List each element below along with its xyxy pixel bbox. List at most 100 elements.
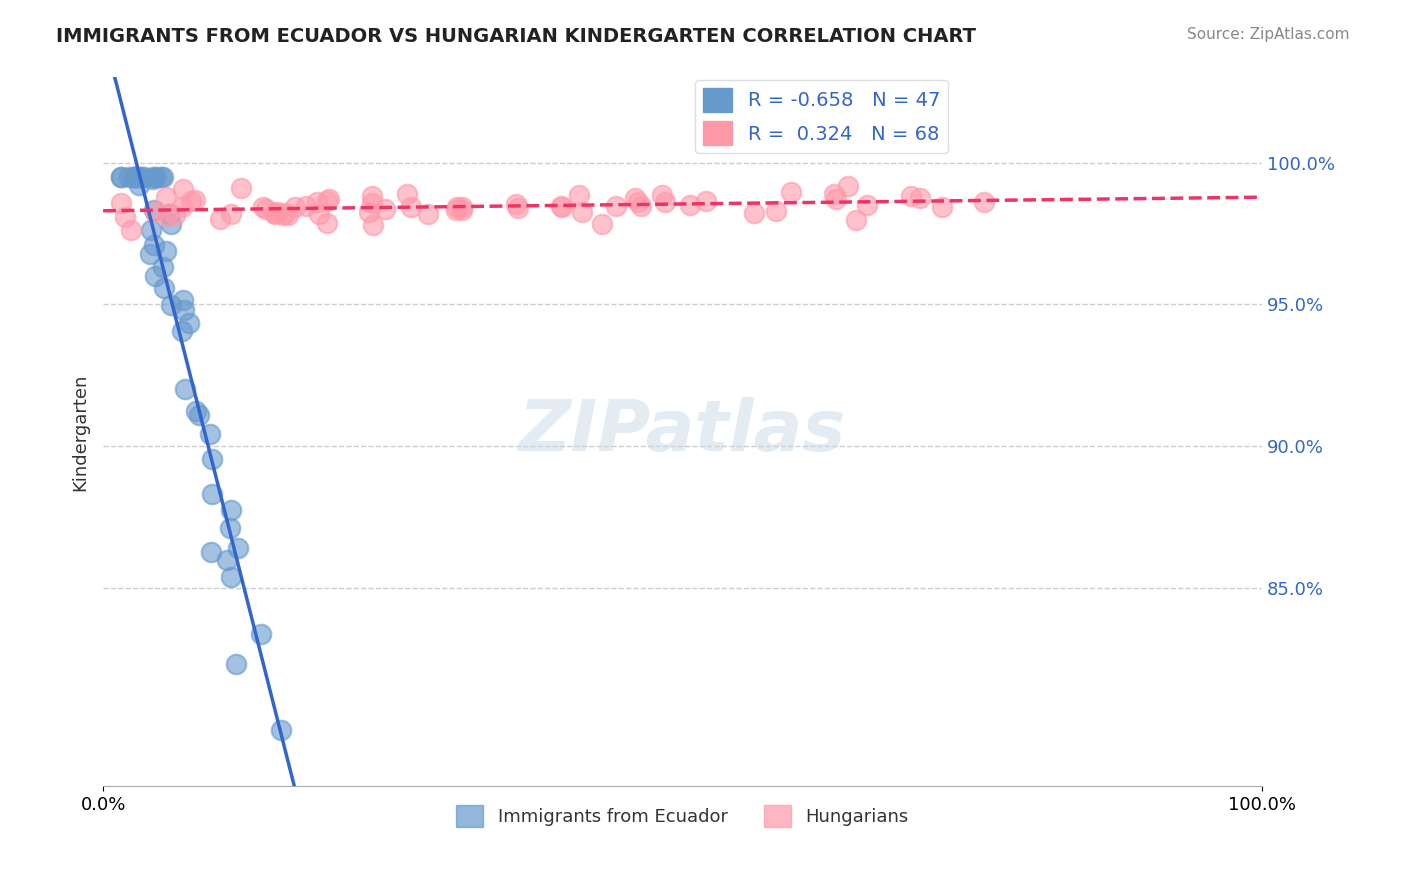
Point xyxy=(591,217,613,231)
Point xyxy=(128,178,150,192)
Point xyxy=(973,194,995,209)
Point xyxy=(316,194,339,209)
Point xyxy=(264,207,287,221)
Point xyxy=(252,200,274,214)
Point xyxy=(856,198,879,212)
Point xyxy=(361,196,384,211)
Point xyxy=(506,201,529,215)
Point xyxy=(742,206,765,220)
Point xyxy=(446,200,468,214)
Point xyxy=(201,487,224,501)
Point xyxy=(219,570,242,584)
Point xyxy=(170,200,193,214)
Point xyxy=(155,244,177,258)
Point xyxy=(125,169,148,184)
Point xyxy=(143,269,166,284)
Point xyxy=(165,208,187,222)
Point xyxy=(160,218,183,232)
Point xyxy=(155,189,177,203)
Point xyxy=(143,204,166,219)
Point xyxy=(695,194,717,208)
Point xyxy=(266,204,288,219)
Point xyxy=(139,247,162,261)
Point xyxy=(450,202,472,217)
Point xyxy=(568,187,591,202)
Point xyxy=(396,187,419,202)
Point xyxy=(114,211,136,225)
Point xyxy=(180,194,202,209)
Point xyxy=(221,207,243,221)
Point xyxy=(624,191,647,205)
Point xyxy=(188,408,211,422)
Point xyxy=(295,198,318,212)
Point xyxy=(143,202,166,217)
Point xyxy=(219,502,242,516)
Point xyxy=(124,169,146,184)
Point xyxy=(399,200,422,214)
Point xyxy=(571,204,593,219)
Point xyxy=(209,212,232,227)
Point xyxy=(157,207,180,221)
Point xyxy=(444,202,467,217)
Point xyxy=(159,298,181,312)
Point xyxy=(823,186,845,201)
Text: IMMIGRANTS FROM ECUADOR VS HUNGARIAN KINDERGARTEN CORRELATION CHART: IMMIGRANTS FROM ECUADOR VS HUNGARIAN KIN… xyxy=(56,27,976,45)
Point xyxy=(200,545,222,559)
Point xyxy=(201,451,224,466)
Point xyxy=(630,198,652,212)
Point xyxy=(679,198,702,212)
Point xyxy=(308,207,330,221)
Point xyxy=(900,189,922,203)
Point xyxy=(605,199,627,213)
Point xyxy=(254,202,277,216)
Point xyxy=(316,216,339,230)
Point xyxy=(505,197,527,211)
Point xyxy=(374,202,396,217)
Point xyxy=(271,209,294,223)
Point xyxy=(153,281,176,295)
Point xyxy=(173,302,195,317)
Point xyxy=(173,382,195,396)
Point xyxy=(110,196,132,211)
Point xyxy=(274,206,297,220)
Point xyxy=(142,172,165,186)
Point xyxy=(270,723,292,737)
Point xyxy=(318,192,340,206)
Point xyxy=(139,223,162,237)
Point xyxy=(143,238,166,252)
Point xyxy=(550,199,572,213)
Point xyxy=(225,657,247,672)
Point xyxy=(124,169,146,184)
Point xyxy=(152,170,174,185)
Point xyxy=(837,178,859,193)
Text: ZIPatlas: ZIPatlas xyxy=(519,398,846,467)
Point xyxy=(152,260,174,275)
Point xyxy=(229,181,252,195)
Legend: Immigrants from Ecuador, Hungarians: Immigrants from Ecuador, Hungarians xyxy=(449,797,915,834)
Point xyxy=(277,208,299,222)
Point xyxy=(765,204,787,219)
Point xyxy=(198,426,221,441)
Point xyxy=(134,169,156,184)
Point xyxy=(142,169,165,184)
Point xyxy=(779,186,801,200)
Point xyxy=(122,169,145,184)
Point xyxy=(263,206,285,220)
Point xyxy=(307,195,329,210)
Point xyxy=(416,207,439,221)
Point xyxy=(361,189,384,203)
Point xyxy=(651,187,673,202)
Point xyxy=(172,293,194,307)
Point xyxy=(179,317,201,331)
Point xyxy=(110,169,132,184)
Point xyxy=(145,169,167,184)
Point xyxy=(215,553,238,567)
Point xyxy=(110,169,132,184)
Point xyxy=(357,205,380,219)
Point xyxy=(910,191,932,205)
Point xyxy=(845,213,868,227)
Point xyxy=(120,222,142,236)
Point xyxy=(128,169,150,184)
Point xyxy=(122,169,145,184)
Point xyxy=(172,182,194,196)
